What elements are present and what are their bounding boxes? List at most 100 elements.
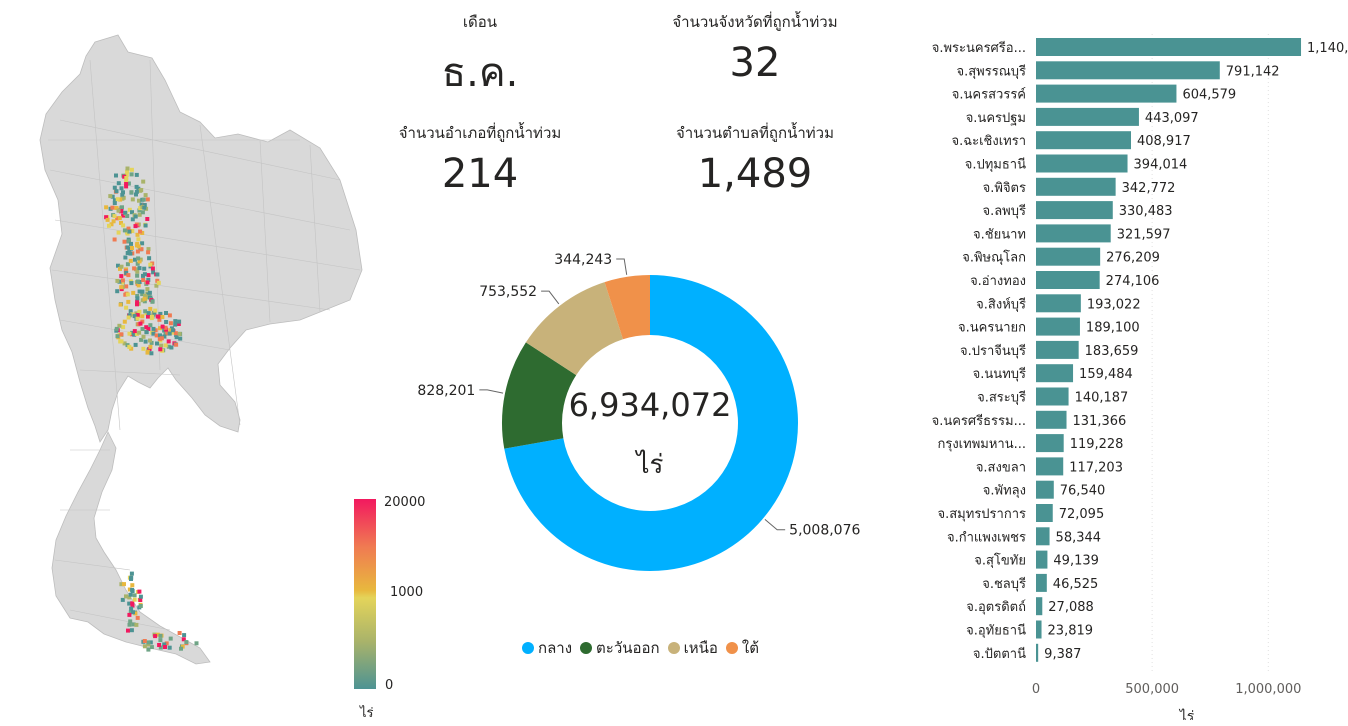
bar-value-label: 58,344 (1056, 530, 1102, 545)
map-flood-cell (134, 189, 139, 194)
bar[interactable] (1036, 480, 1054, 499)
bar[interactable] (1036, 177, 1116, 196)
bar[interactable] (1036, 224, 1111, 243)
donut-slice[interactable] (604, 275, 650, 340)
map-flood-cell (130, 601, 135, 606)
map-flood-cell (143, 223, 148, 228)
legend-label: กลาง (538, 639, 573, 657)
map-flood-cell (149, 645, 154, 650)
bar[interactable] (1036, 317, 1080, 336)
map-flood-cell (126, 299, 131, 304)
bar-value-label: 140,187 (1075, 391, 1129, 406)
map-flood-cell (170, 328, 175, 333)
map-flood-cell (124, 270, 129, 275)
map-flood-cell (118, 302, 123, 307)
bar-value-label: 276,209 (1106, 251, 1160, 266)
bar[interactable] (1036, 597, 1043, 616)
map-flood-cell (116, 181, 121, 186)
bar[interactable] (1036, 643, 1039, 662)
bar-category-label: จ.สงขลา (976, 460, 1026, 475)
bar-value-label: 117,203 (1069, 460, 1123, 475)
map-flood-cell (124, 181, 129, 186)
bar[interactable] (1036, 550, 1048, 569)
legend-item[interactable]: ใต้ (725, 636, 759, 660)
bar[interactable] (1036, 387, 1069, 406)
map-flood-cell (112, 198, 117, 203)
bar-category-label: จ.ชัยนาท (973, 227, 1026, 242)
donut-slice[interactable] (504, 275, 798, 571)
map-flood-cell (148, 344, 153, 349)
bar[interactable] (1036, 294, 1081, 313)
map-flood-cell (135, 249, 140, 254)
legend-item[interactable]: เหนือ (667, 636, 718, 660)
map-flood-cell (141, 197, 146, 202)
map-flood-cell (135, 232, 140, 237)
bar[interactable] (1036, 573, 1047, 592)
bar[interactable] (1036, 84, 1177, 103)
bar[interactable] (1036, 107, 1139, 126)
bar-value-label: 76,540 (1060, 484, 1106, 499)
bar[interactable] (1036, 364, 1074, 383)
map-flood-cell (120, 196, 125, 201)
map-flood-cell (146, 640, 151, 645)
bar[interactable] (1036, 154, 1128, 173)
bar-value-label: 274,106 (1106, 274, 1160, 289)
map-flood-cell (133, 224, 138, 229)
donut-data-label: 828,201 (417, 383, 475, 399)
provinces-value: 32 (729, 40, 781, 86)
map-flood-cell (130, 246, 134, 250)
scale-max-label: 20000 (384, 495, 426, 510)
map-flood-cell (104, 205, 109, 210)
map-flood-cell (121, 325, 126, 330)
map-flood-cell (178, 336, 183, 341)
bar[interactable] (1036, 247, 1101, 266)
bar[interactable] (1036, 271, 1100, 289)
map-flood-cell (118, 197, 123, 202)
map-flood-cell (125, 166, 130, 171)
map-flood-cell (124, 305, 129, 310)
bar[interactable] (1036, 131, 1131, 150)
bar[interactable] (1036, 504, 1053, 522)
map-flood-cell (114, 189, 119, 194)
map-flood-cell (146, 314, 150, 319)
bar[interactable] (1036, 527, 1050, 546)
map-flood-cell (127, 622, 132, 627)
bar[interactable] (1036, 434, 1064, 453)
month-value: ธ.ค. (441, 50, 519, 96)
map-flood-cell (144, 330, 149, 335)
map-flood-cell (138, 604, 143, 608)
legend-item[interactable]: กลาง (522, 636, 572, 660)
map-flood-cell (125, 262, 130, 267)
map-flood-cell (135, 316, 140, 321)
map-flood-cell (129, 606, 134, 611)
bar[interactable] (1036, 410, 1067, 429)
map-flood-cell (104, 215, 109, 220)
bar-value-label: 27,088 (1048, 600, 1094, 615)
legend-color-dot (522, 642, 534, 654)
map-flood-cell (134, 622, 139, 627)
bar-value-label: 394,014 (1134, 158, 1188, 173)
bar[interactable] (1036, 38, 1302, 56)
bar[interactable] (1036, 201, 1113, 220)
bar[interactable] (1036, 620, 1042, 639)
map-flood-cell (173, 319, 178, 324)
map-flood-cell (146, 250, 151, 255)
donut-slice[interactable] (525, 282, 623, 376)
map-flood-cell (119, 186, 124, 191)
bar[interactable] (1036, 61, 1220, 80)
map-flood-cell (121, 213, 126, 218)
map-flood-cell (179, 646, 183, 651)
donut-slice[interactable] (502, 342, 577, 449)
map-flood-cell (168, 636, 173, 641)
bar[interactable] (1036, 457, 1064, 476)
map-flood-cell (159, 336, 164, 341)
map-flood-cell (168, 321, 173, 326)
bar-value-label: 330,483 (1119, 204, 1173, 219)
bar[interactable] (1036, 340, 1079, 359)
legend-item[interactable]: ตะวันออก (580, 636, 660, 660)
donut-leader-line (764, 519, 786, 531)
map-flood-cell (128, 619, 133, 624)
map-flood-cell (123, 210, 128, 215)
map-flood-cell (123, 255, 128, 260)
bar-value-label: 604,579 (1182, 88, 1236, 103)
